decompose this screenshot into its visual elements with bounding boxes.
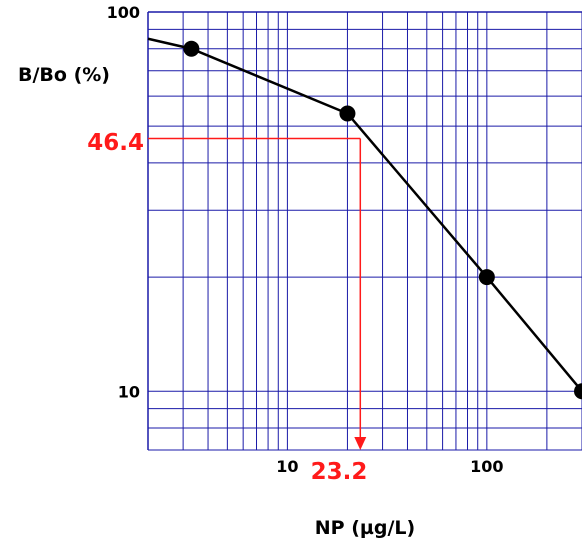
series-line — [147, 37, 582, 393]
data-point — [183, 40, 200, 57]
annotation-x-label: 23.2 — [311, 459, 368, 485]
data-point — [478, 269, 495, 286]
x-axis-title: NP (µg/L) — [315, 517, 415, 539]
y-axis-title: B/Bo (%) — [18, 64, 110, 86]
y-tick-label: 100 — [107, 3, 140, 22]
annotation-y-label: 46.4 — [87, 130, 144, 156]
x-tick-label: 100 — [470, 457, 503, 476]
annotation-arrow-head — [354, 437, 367, 450]
labels: B/Bo (%) NP (µg/L) 46.4 23.2 10 100 100 10 — [18, 3, 504, 539]
series — [147, 37, 582, 400]
y-tick-label: 10 — [118, 382, 140, 401]
x-tick-label: 10 — [276, 457, 298, 476]
annotation — [148, 137, 367, 450]
data-point — [574, 383, 582, 400]
data-point — [339, 105, 356, 122]
grid — [147, 11, 582, 451]
